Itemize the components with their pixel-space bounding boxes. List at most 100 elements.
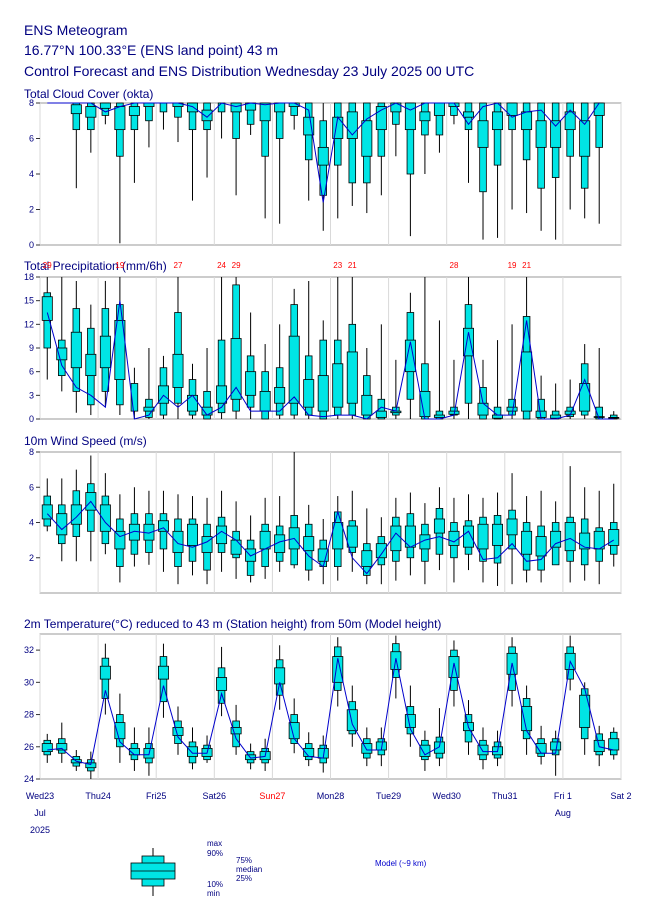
box-p25-p75 (346, 111, 358, 139)
box-p25-p75 (448, 656, 460, 678)
box-p25-p75 (274, 534, 286, 553)
box-p10-p90 (217, 339, 226, 414)
box-p25-p75 (506, 518, 518, 536)
box-p25-p75 (521, 351, 533, 412)
box-p25-p75 (41, 743, 53, 753)
y-tick-label: 6 (29, 482, 34, 492)
box-p25-p75 (230, 338, 242, 400)
box-p25-p75 (463, 111, 474, 118)
day-label: Mon28 (317, 791, 345, 801)
box-p25-p75 (99, 335, 111, 369)
box-p10-p90 (217, 102, 226, 113)
box-p25-p75 (114, 530, 126, 550)
box-p25-p75 (550, 120, 562, 148)
box-p25-p75 (375, 543, 387, 559)
box-p25-p75 (172, 353, 184, 388)
y-tick-label: 18 (24, 272, 34, 282)
y-tick-label: 0 (29, 414, 34, 424)
box-p25-p75 (361, 550, 373, 567)
control-forecast-line (47, 102, 600, 203)
y-tick-label: 6 (29, 134, 34, 144)
box-p25-p75 (41, 296, 53, 321)
box-p25-p75 (259, 390, 271, 412)
y-tick-label: 6 (29, 367, 34, 377)
box-p25-p75 (361, 394, 373, 416)
box-p25-p75 (593, 102, 605, 116)
box-p25-p75 (521, 706, 533, 732)
box-p25-p75 (492, 111, 504, 131)
box-p25-p75 (230, 539, 242, 555)
box-p25-p75 (187, 102, 198, 113)
box-p25-p75 (550, 741, 562, 751)
box-p10-p90 (130, 383, 139, 412)
box-p25-p75 (99, 504, 111, 532)
box-p25-p75 (477, 120, 489, 148)
box-p25-p75 (433, 102, 445, 116)
y-tick-label: 28 (24, 710, 34, 720)
box-p25-p75 (187, 523, 198, 546)
box-p25-p75 (492, 523, 504, 546)
legend-model-label: Model (~9 km) (375, 859, 427, 868)
y-tick-label: 32 (24, 645, 34, 655)
box-p25-p75 (419, 390, 431, 418)
y-tick-label: 30 (24, 677, 34, 687)
box-p10-p90 (377, 398, 386, 420)
box-p25-p75 (433, 414, 445, 418)
day-label: Wed23 (26, 791, 54, 801)
box-p10-p90 (159, 102, 168, 113)
box-p25-p75 (56, 513, 68, 536)
box-p25-p75 (433, 741, 445, 754)
day-label: Sat26 (203, 791, 227, 801)
year-label: 2025 (30, 825, 50, 835)
box-p25-p75 (187, 746, 198, 757)
box-p25-p75 (579, 120, 591, 157)
box-p25-p75 (550, 414, 562, 419)
box-p25-p75 (274, 102, 286, 113)
legend-p10-label: 10% (207, 880, 223, 889)
box-p25-p75 (404, 714, 416, 728)
box-p25-p75 (230, 727, 242, 735)
forecast-subtitle: Control Forecast and ENS Distribution We… (24, 63, 475, 79)
box-p25-p75 (535, 536, 547, 557)
box-p25-p75 (70, 104, 82, 115)
panel-title: 2m Temperature(°C) reduced to 43 m (Stat… (24, 617, 441, 631)
box-p25-p75 (375, 106, 387, 131)
y-tick-label: 0 (29, 240, 34, 250)
box-p25-p75 (419, 111, 431, 122)
y-tick-label: 26 (24, 742, 34, 752)
box-p25-p75 (346, 351, 358, 404)
day-label: Fri 1 (554, 791, 572, 801)
y-tick-label: 4 (29, 518, 34, 528)
box-p25-p75 (463, 525, 474, 548)
box-p25-p75 (216, 677, 228, 691)
box-p25-p75 (99, 102, 111, 109)
legend-p90-label: 90% (207, 849, 223, 858)
day-label: Sat 2 (610, 791, 631, 801)
box-p10-p90 (493, 406, 502, 420)
y-tick-label: 8 (29, 98, 34, 108)
control-forecast-line (46, 300, 614, 420)
box-p25-p75 (303, 536, 315, 552)
box-p25-p75 (230, 102, 242, 113)
box-p25-p75 (579, 694, 591, 728)
max-exceed-label: 21 (522, 261, 531, 270)
max-exceed-label: 29 (232, 261, 241, 270)
day-label: Thu24 (85, 791, 111, 801)
box-p25-p75 (361, 120, 373, 157)
box-p25-p75 (114, 106, 126, 131)
box-p10-p90 (203, 390, 211, 420)
box-p25-p75 (317, 548, 329, 562)
month-label: Jul (34, 808, 46, 818)
box-p25-p75 (564, 522, 576, 552)
box-p25-p75 (245, 548, 257, 562)
day-label: Thu31 (492, 791, 518, 801)
box-p25-p75 (521, 111, 533, 131)
box-p25-p75 (433, 518, 445, 534)
box-p25-p75 (593, 416, 605, 418)
box-p25-p75 (404, 339, 416, 373)
box-p25-p75 (216, 525, 228, 545)
box-p25-p75 (317, 146, 329, 166)
box-p25-p75 (56, 347, 68, 361)
box-p25-p75 (608, 417, 620, 419)
box-p25-p75 (564, 410, 576, 415)
